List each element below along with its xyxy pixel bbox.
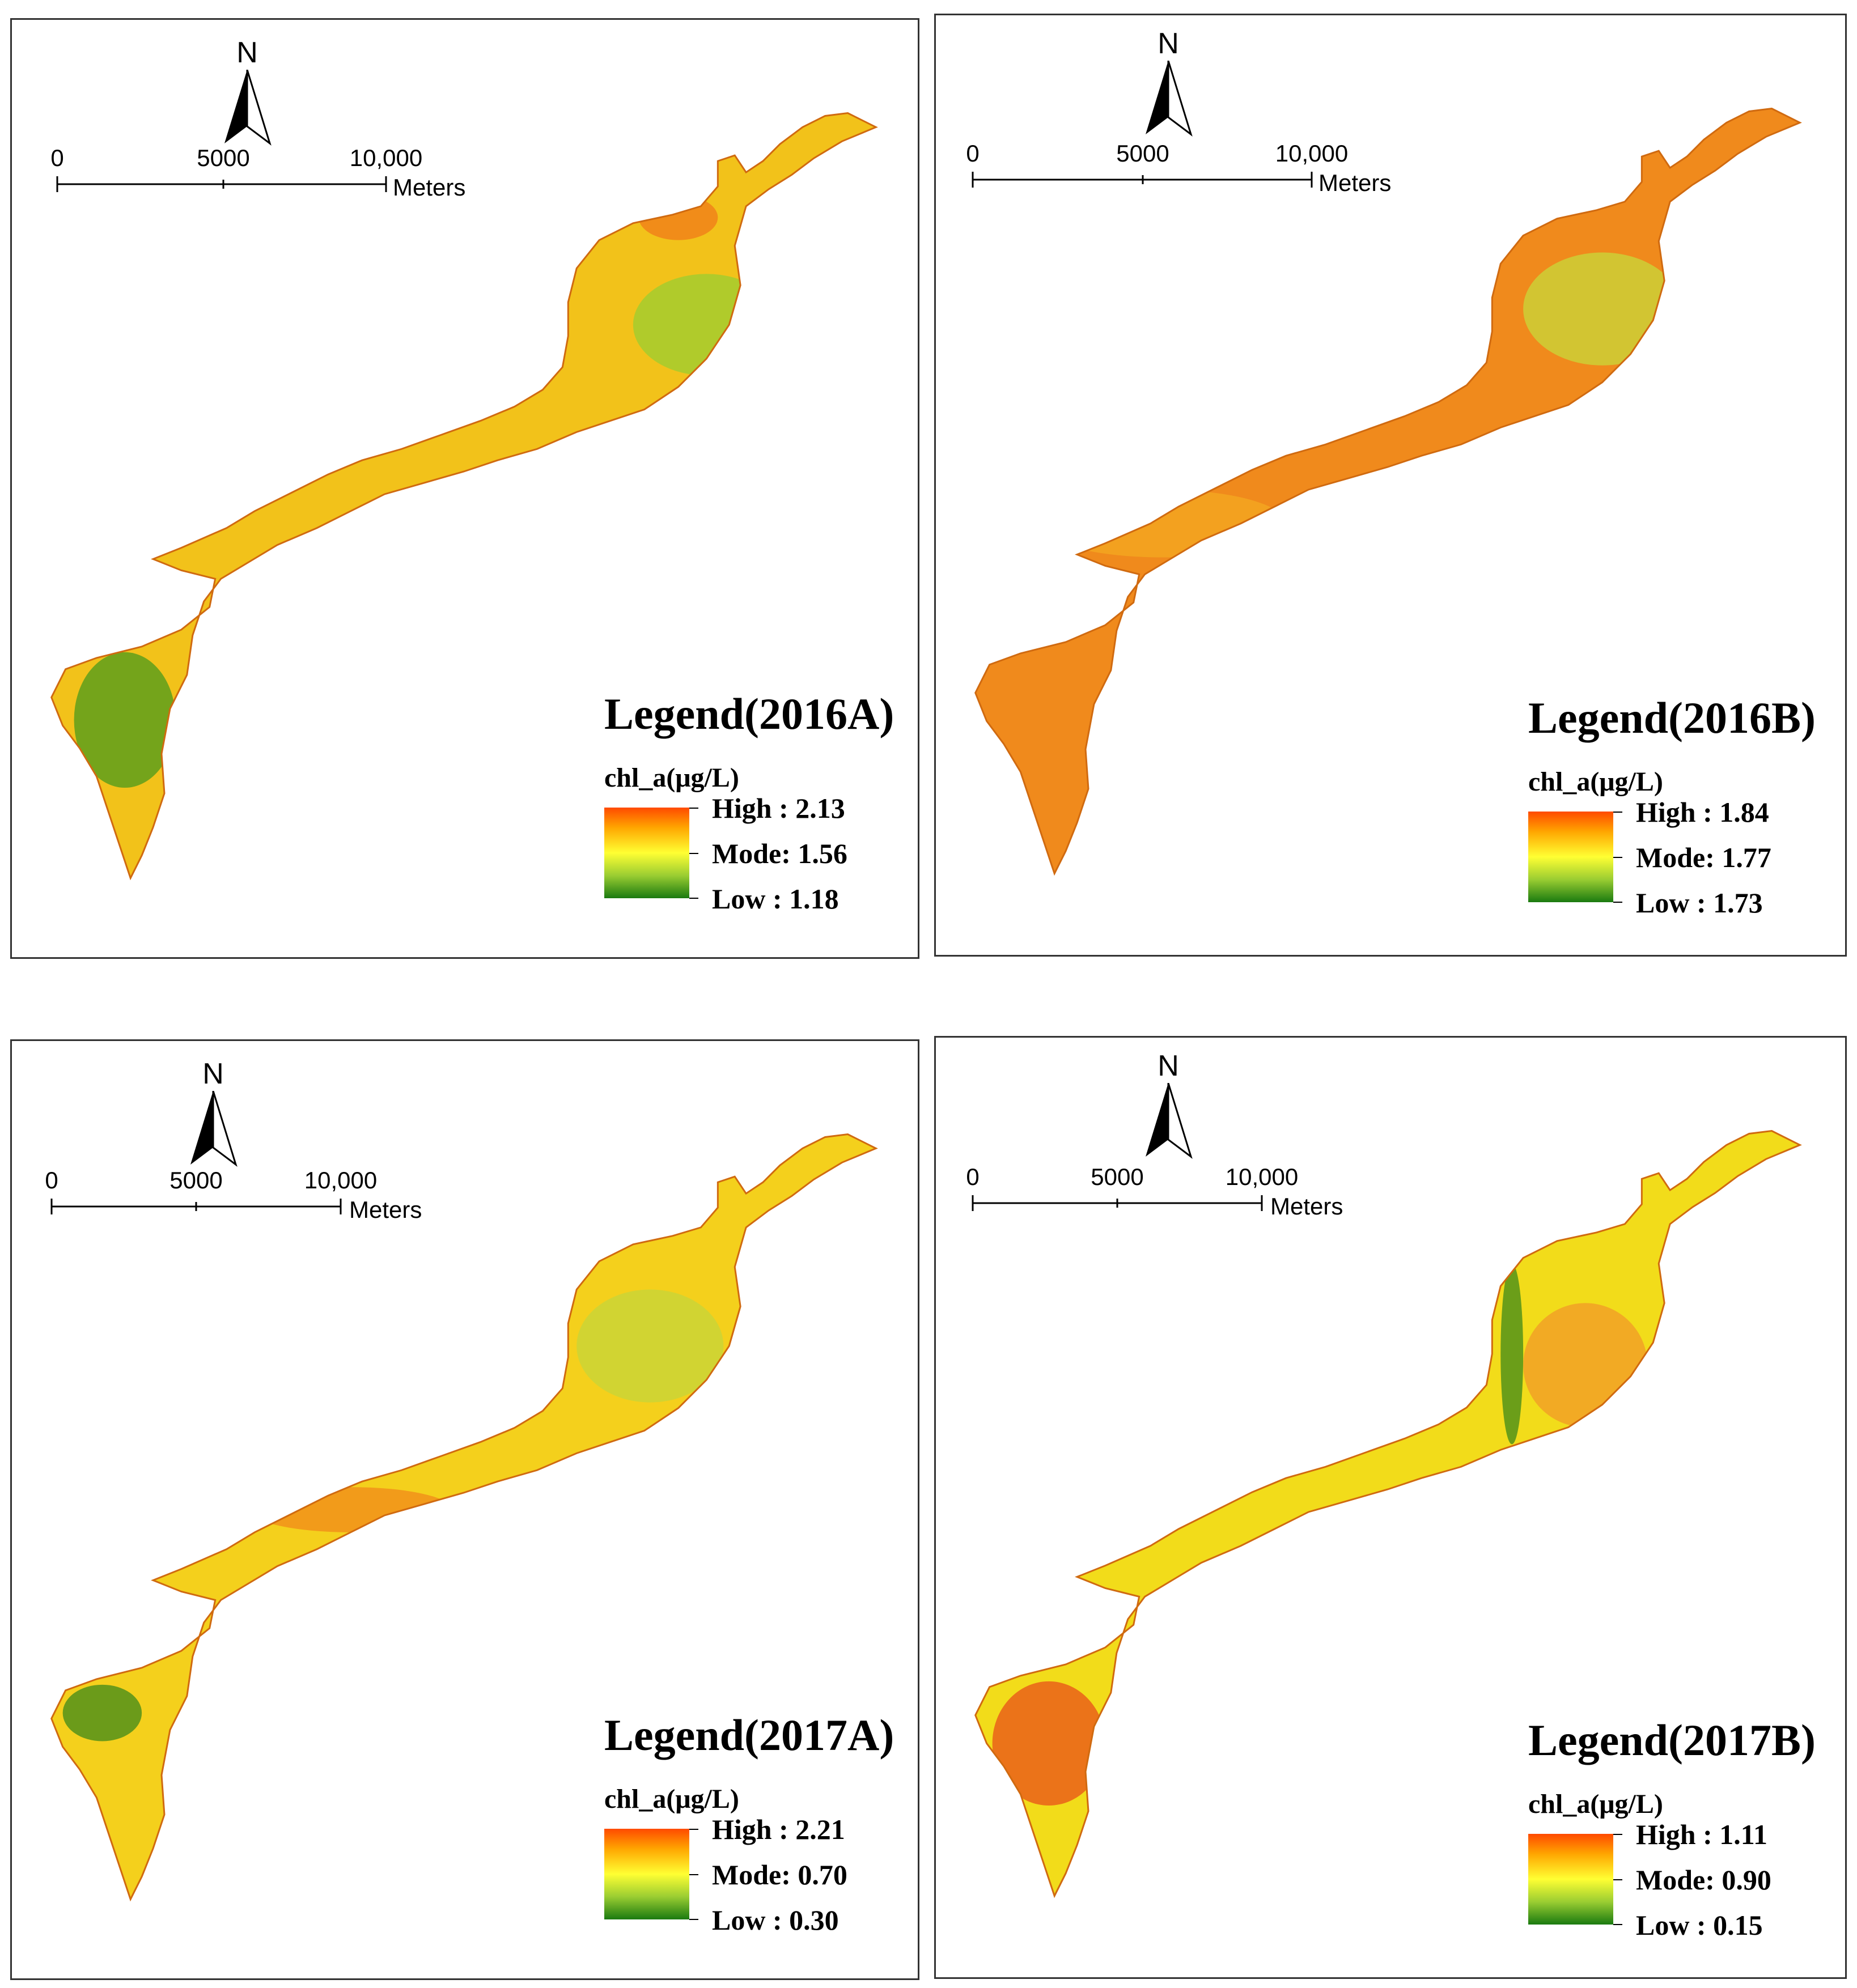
scale-label-5000: 5000 — [169, 1167, 223, 1193]
lake-map — [50, 112, 878, 881]
scale-units: Meters — [349, 1196, 422, 1223]
legend-low: Low : 0.15 — [1636, 1909, 1763, 1941]
legend-high: High : 1.11 — [1636, 1819, 1767, 1850]
lake-map — [974, 1129, 1802, 1898]
scale-label-10000: 10,000 — [1225, 1163, 1299, 1190]
north-arrow: N — [222, 36, 273, 149]
color-ramp — [1528, 812, 1613, 902]
scale-line — [50, 1199, 342, 1214]
legend-mode: Mode: 0.70 — [712, 1859, 847, 1891]
scale-label-0: 0 — [45, 1167, 58, 1193]
legend-mode: Mode: 1.56 — [712, 838, 847, 869]
legend-low: Low : 1.18 — [712, 883, 839, 915]
scale-line — [972, 172, 1313, 188]
legend: Legend(2016A) chl_a(μg/L) High : 2.13 Mo… — [604, 689, 918, 949]
scale-line — [56, 176, 387, 192]
color-ramp — [604, 1829, 689, 1919]
scale-label-10000: 10,000 — [349, 145, 423, 171]
lake-map — [974, 107, 1802, 876]
legend-low: Low : 1.73 — [1636, 887, 1763, 919]
color-ramp — [604, 808, 689, 898]
legend: Legend(2017A) chl_a(μg/L) High : 2.21 Mo… — [604, 1710, 918, 1970]
scale-units: Meters — [1318, 169, 1392, 196]
north-arrow-icon — [1146, 1083, 1193, 1159]
legend-high: High : 2.13 — [712, 792, 845, 824]
north-label: N — [202, 1057, 224, 1090]
ramp-tick-high — [1613, 812, 1622, 813]
legend-mode: Mode: 1.77 — [1636, 842, 1771, 873]
lake-outline — [50, 1133, 878, 1902]
scale-units: Meters — [393, 174, 466, 201]
ramp-tick-mode — [689, 1874, 698, 1875]
scale-bar: 0 5000 10,000 Meters — [40, 1167, 494, 1246]
scale-label-0: 0 — [966, 140, 980, 167]
legend-title: Legend(2016A) — [604, 689, 894, 738]
legend-field-label: chl_a(μg/L) — [1528, 1789, 1663, 1819]
legend-mode: Mode: 0.90 — [1636, 1864, 1771, 1896]
ramp-tick-low — [1613, 902, 1622, 903]
scale-units: Meters — [1270, 1193, 1343, 1220]
ramp-tick-mode — [1613, 1879, 1622, 1880]
north-arrow: N — [1143, 1049, 1194, 1162]
scale-label-0: 0 — [966, 1163, 980, 1190]
lake-outline — [50, 112, 878, 881]
scale-label-10000: 10,000 — [1275, 140, 1349, 167]
north-arrow-icon — [1146, 61, 1193, 137]
legend-title: Legend(2017A) — [604, 1710, 894, 1760]
ramp-tick-low — [689, 898, 698, 899]
scale-label-0: 0 — [50, 145, 64, 171]
map-panel-2016a: N 0 5000 10,000 Meters Legend(2016A) chl… — [10, 18, 919, 959]
map-panel-2017b: N 0 5000 10,000 Meters Legend(2017B) chl… — [934, 1036, 1847, 1979]
ramp-tick-low — [689, 1919, 698, 1920]
lake-outline — [974, 1129, 1802, 1898]
legend-field-label: chl_a(μg/L) — [1528, 767, 1663, 797]
legend-title: Legend(2017B) — [1528, 1715, 1816, 1765]
scale-line — [972, 1195, 1263, 1211]
legend-title: Legend(2016B) — [1528, 693, 1816, 742]
ramp-tick-high — [1613, 1834, 1622, 1835]
north-arrow: N — [1143, 27, 1194, 140]
legend-low: Low : 0.30 — [712, 1904, 839, 1936]
scale-label-5000: 5000 — [197, 145, 250, 171]
map-panel-2016b: N 0 5000 10,000 Meters Legend(2016B) chl… — [934, 14, 1847, 957]
legend: Legend(2017B) chl_a(μg/L) High : 1.11 Mo… — [1528, 1715, 1845, 1976]
north-arrow-icon — [190, 1091, 238, 1167]
north-arrow-icon — [224, 70, 272, 146]
color-ramp — [1528, 1834, 1613, 1925]
scale-bar: 0 5000 10,000 Meters — [46, 145, 499, 224]
north-label: N — [1158, 27, 1179, 60]
ramp-tick-high — [689, 1829, 698, 1830]
north-arrow: N — [188, 1057, 239, 1170]
legend: Legend(2016B) chl_a(μg/L) High : 1.84 Mo… — [1528, 693, 1845, 953]
ramp-tick-mode — [689, 853, 698, 854]
scale-label-10000: 10,000 — [304, 1167, 378, 1193]
ramp-tick-mode — [1613, 857, 1622, 858]
legend-high: High : 2.21 — [712, 1813, 845, 1845]
lake-map — [50, 1133, 878, 1902]
legend-field-label: chl_a(μg/L) — [604, 1784, 739, 1814]
north-label: N — [1158, 1050, 1179, 1082]
scale-bar: 0 5000 10,000 Meters — [961, 1163, 1415, 1243]
ramp-tick-high — [689, 808, 698, 809]
scale-label-5000: 5000 — [1091, 1163, 1144, 1190]
ramp-tick-low — [1613, 1924, 1622, 1925]
scale-label-5000: 5000 — [1116, 140, 1169, 167]
north-label: N — [236, 36, 258, 69]
map-panel-2017a: N 0 5000 10,000 Meters Legend(2017A) chl… — [10, 1039, 919, 1980]
legend-high: High : 1.84 — [1636, 796, 1769, 828]
scale-bar: 0 5000 10,000 Meters — [961, 140, 1415, 219]
legend-field-label: chl_a(μg/L) — [604, 763, 739, 793]
lake-outline — [974, 107, 1802, 876]
